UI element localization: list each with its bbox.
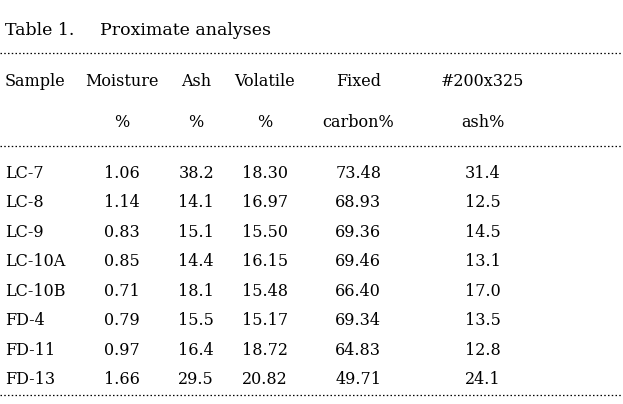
Text: carbon%: carbon% (322, 114, 394, 131)
Text: FD-4: FD-4 (5, 312, 45, 329)
Text: Ash: Ash (181, 73, 211, 90)
Text: 17.0: 17.0 (465, 283, 501, 300)
Text: LC-10B: LC-10B (5, 283, 65, 300)
Text: 12.5: 12.5 (465, 194, 501, 211)
Text: %: % (114, 114, 129, 131)
Text: 0.71: 0.71 (103, 283, 140, 300)
Text: 73.48: 73.48 (335, 165, 381, 182)
Text: %: % (189, 114, 204, 131)
Text: 12.8: 12.8 (465, 342, 501, 359)
Text: 29.5: 29.5 (178, 371, 214, 388)
Text: 69.34: 69.34 (335, 312, 381, 329)
Text: 14.1: 14.1 (178, 194, 214, 211)
Text: 24.1: 24.1 (465, 371, 501, 388)
Text: Moisture: Moisture (85, 73, 158, 90)
Text: 16.15: 16.15 (242, 253, 288, 270)
Text: 68.93: 68.93 (335, 194, 381, 211)
Text: 0.97: 0.97 (103, 342, 140, 359)
Text: 15.50: 15.50 (242, 224, 288, 241)
Text: ash%: ash% (461, 114, 505, 131)
Text: 18.30: 18.30 (242, 165, 288, 182)
Text: LC-8: LC-8 (5, 194, 44, 211)
Text: FD-11: FD-11 (5, 342, 55, 359)
Text: 0.83: 0.83 (103, 224, 140, 241)
Text: LC-10A: LC-10A (5, 253, 65, 270)
Text: 69.46: 69.46 (335, 253, 381, 270)
Text: 14.5: 14.5 (465, 224, 501, 241)
Text: 16.97: 16.97 (242, 194, 288, 211)
Text: 1.66: 1.66 (103, 371, 140, 388)
Text: 0.79: 0.79 (103, 312, 140, 329)
Text: 13.1: 13.1 (465, 253, 501, 270)
Text: 15.48: 15.48 (242, 283, 288, 300)
Text: %: % (257, 114, 272, 131)
Text: 0.85: 0.85 (103, 253, 140, 270)
Text: #200x325: #200x325 (441, 73, 525, 90)
Text: 38.2: 38.2 (178, 165, 214, 182)
Text: 16.4: 16.4 (178, 342, 214, 359)
Text: 64.83: 64.83 (335, 342, 381, 359)
Text: 13.5: 13.5 (465, 312, 501, 329)
Text: 15.1: 15.1 (178, 224, 214, 241)
Text: Proximate analyses: Proximate analyses (100, 22, 270, 39)
Text: 15.5: 15.5 (178, 312, 214, 329)
Text: 66.40: 66.40 (335, 283, 381, 300)
Text: Fixed: Fixed (336, 73, 381, 90)
Text: Sample: Sample (5, 73, 66, 90)
Text: 15.17: 15.17 (242, 312, 288, 329)
Text: 1.14: 1.14 (103, 194, 140, 211)
Text: 1.06: 1.06 (103, 165, 140, 182)
Text: 14.4: 14.4 (178, 253, 214, 270)
Text: LC-9: LC-9 (5, 224, 44, 241)
Text: 20.82: 20.82 (242, 371, 288, 388)
Text: 18.72: 18.72 (242, 342, 288, 359)
Text: Volatile: Volatile (234, 73, 295, 90)
Text: LC-7: LC-7 (5, 165, 44, 182)
Text: Table 1.: Table 1. (5, 22, 74, 39)
Text: FD-13: FD-13 (5, 371, 55, 388)
Text: 49.71: 49.71 (335, 371, 381, 388)
Text: 31.4: 31.4 (465, 165, 501, 182)
Text: 18.1: 18.1 (178, 283, 214, 300)
Text: 69.36: 69.36 (335, 224, 381, 241)
